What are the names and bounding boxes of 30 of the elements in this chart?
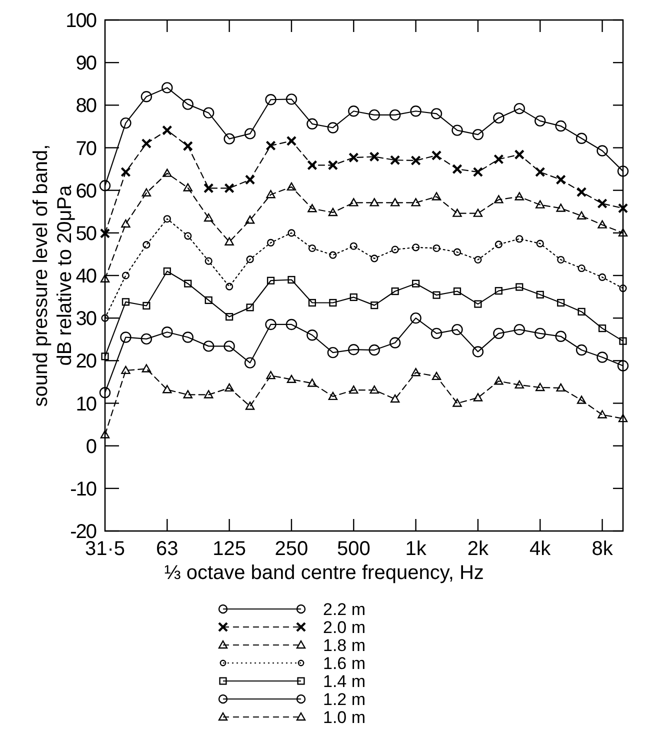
legend-label: 1.4 m <box>323 672 366 691</box>
x-tick-label: 1k <box>405 538 428 560</box>
y-tick-label: 100 <box>66 10 97 32</box>
x-tick-label: 125 <box>212 538 246 560</box>
legend-label: 2.2 m <box>323 600 366 619</box>
legend-label: 1.2 m <box>323 690 366 709</box>
y-tick-label: 80 <box>76 95 97 118</box>
y-tick-label: 10 <box>76 393 97 416</box>
y-tick-label: 30 <box>76 308 97 330</box>
x-tick-label: 8k <box>592 538 614 560</box>
y-tick-label: 50 <box>76 222 97 245</box>
y-tick-label: 20 <box>76 350 97 373</box>
legend-label: 1.8 m <box>323 636 366 655</box>
y-axis-title: sound pressure level of band, dB relative to 20μPa <box>30 144 76 407</box>
x-tick-label: 63 <box>156 538 178 560</box>
y-tick-label: 40 <box>76 266 97 288</box>
x-tick-label: 2k <box>467 538 490 560</box>
y-tick-label: -10 <box>70 478 97 500</box>
x-tick-label: 500 <box>336 538 370 560</box>
y-tick-label: 0 <box>86 436 97 458</box>
y-tick-label: 60 <box>76 180 97 202</box>
x-tick-label: 250 <box>274 538 308 560</box>
x-axis-title: ⅓ octave band centre frequency, Hz <box>164 562 484 584</box>
y-tick-label: 70 <box>76 138 97 160</box>
x-tick-label: 31·5 <box>84 538 126 560</box>
y-tick-label: 90 <box>76 52 97 75</box>
legend-label: 2.0 m <box>323 618 366 637</box>
x-tick-label: 4k <box>530 538 552 560</box>
legend-label: 1.6 m <box>323 654 366 673</box>
legend-label: 1.0 m <box>323 708 366 727</box>
